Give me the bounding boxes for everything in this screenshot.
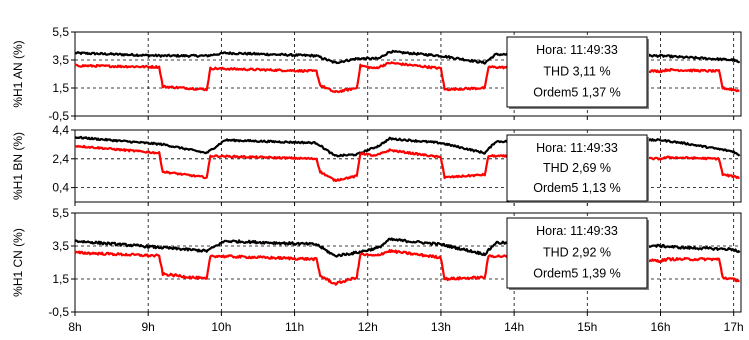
- x-tick-label: 16h: [650, 320, 670, 334]
- x-axis: 8h 9h 10h 11h 12h 13h 14h 15h 16h 17h: [68, 320, 743, 334]
- y-tick-label: 1,5: [52, 81, 69, 95]
- tooltip-box: [506, 134, 648, 202]
- tooltip-time: Hora: 11:49:33: [536, 141, 618, 155]
- y-tick-label: 3,5: [52, 239, 69, 253]
- readout-tooltip: Hora: 11:49:33 THD 2,92 % Ordem5 1,39 %: [506, 217, 649, 290]
- y-tick-label: -0,5: [48, 109, 69, 123]
- panel-2: 0,4 2,4 4,4 %H1 BN (%) Hora: 11:49:33 THD 2,6…: [11, 123, 742, 206]
- tooltip-time: Hora: 11:49:33: [536, 224, 618, 238]
- x-tick-label: 17h: [724, 320, 744, 334]
- y-tick-label: 0,4: [52, 181, 69, 195]
- tooltip-ordem5-value: Ordem5 1,13 %: [533, 181, 621, 195]
- x-tick-label: 12h: [358, 320, 378, 334]
- tooltip-thd-value: THD 3,11 %: [543, 64, 610, 78]
- y-tick-label: 5,5: [52, 206, 69, 220]
- readout-tooltip: Hora: 11:49:33 THD 2,69 % Ordem5 1,13 %: [506, 134, 649, 203]
- tooltip-box: [506, 217, 648, 289]
- readout-tooltip: Hora: 11:49:33 THD 3,11 % Ordem5 1,37 %: [506, 36, 649, 109]
- y-tick-label: 2,4: [52, 152, 69, 166]
- y-tick-label: 5,5: [52, 25, 69, 39]
- y-tick-label: -0,5: [48, 305, 69, 319]
- y-axis-label: %H1 AN (%): [11, 40, 25, 107]
- tooltip-box: [506, 36, 648, 108]
- x-tick-label: 10h: [211, 320, 231, 334]
- tooltip-thd-value: THD 2,69 %: [543, 161, 611, 175]
- y-axis-label: %H1 BN (%): [11, 132, 25, 200]
- panel-3: -0,5 1,5 3,5 5,5 %H1 CN (%) Hora: 11:49:33 THD…: [11, 206, 742, 319]
- tooltip-ordem5-value: Ordem5 1,39 %: [533, 267, 621, 281]
- y-tick-label: 4,4: [52, 123, 69, 137]
- x-tick-label: 9h: [142, 320, 155, 334]
- panel-1: -0,5 1,5 3,5 5,5 %H1 AN (%) Hora: 11:49:33 THD…: [11, 25, 742, 123]
- tooltip-ordem5-value: Ordem5 1,37 %: [533, 86, 621, 100]
- y-axis-label: %H1 CN (%): [11, 228, 25, 297]
- x-tick-label: 11h: [285, 320, 304, 334]
- y-tick-label: 1,5: [52, 272, 69, 286]
- x-tick-label: 13h: [431, 320, 451, 334]
- y-tick-label: 3,5: [52, 53, 69, 67]
- x-tick-label: 14h: [504, 320, 524, 334]
- x-tick-label: 8h: [68, 320, 81, 334]
- tooltip-time: Hora: 11:49:33: [536, 43, 618, 57]
- x-tick-label: 15h: [577, 320, 597, 334]
- tooltip-thd-value: THD 2,92 %: [543, 245, 611, 259]
